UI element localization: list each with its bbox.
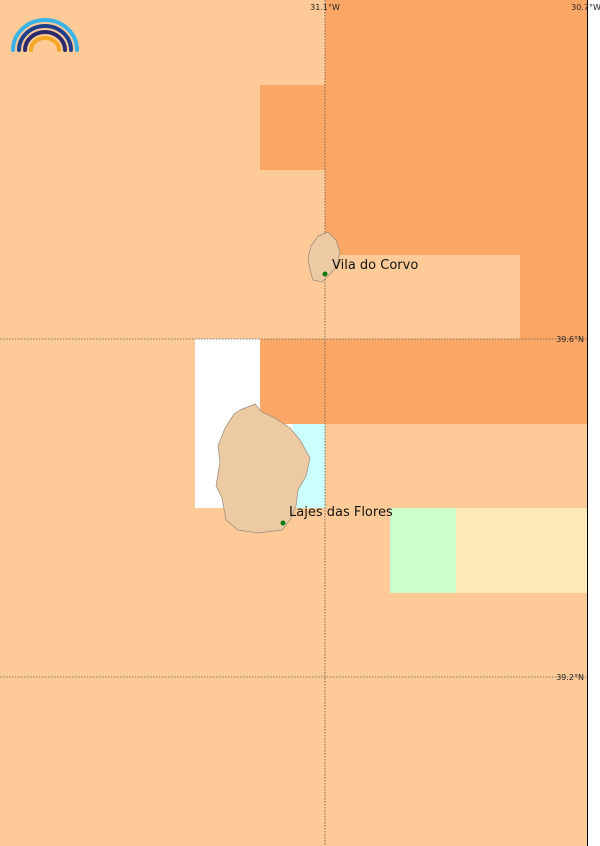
place-dot — [322, 271, 328, 277]
lat-label: 39.2°N — [556, 673, 584, 682]
place-dot — [280, 520, 286, 526]
place-label: Lajes das Flores — [289, 505, 393, 520]
flores-island — [215, 403, 311, 534]
green-zone — [390, 508, 456, 593]
high-zones — [260, 0, 588, 424]
corvo-island — [307, 231, 341, 283]
lat-label: 39.6°N — [556, 335, 584, 344]
lon-label: 31.1°W — [310, 3, 340, 12]
lon-label: 30.7°W — [571, 3, 600, 12]
logo — [11, 18, 79, 52]
yellow-zone — [456, 508, 588, 593]
place-label: Vila do Corvo — [332, 258, 418, 273]
